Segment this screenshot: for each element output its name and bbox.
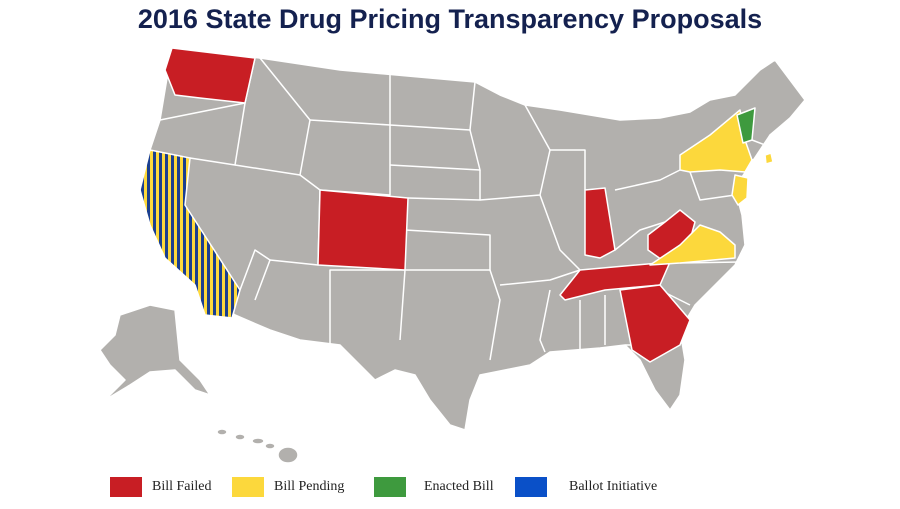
- legend-enacted-bill: Enacted Bill: [374, 477, 494, 497]
- state-vermont[interactable]: [736, 107, 756, 144]
- legend-swatch: [374, 477, 406, 497]
- legend-label: Enacted Bill: [424, 479, 494, 494]
- state-california[interactable]: [139, 149, 241, 319]
- legend-bill-pending: Bill Pending: [232, 477, 344, 497]
- state-west-virginia[interactable]: [647, 209, 696, 263]
- state-new-york[interactable]: [679, 109, 753, 173]
- legend-label: Bill Pending: [274, 479, 345, 494]
- state-hawaii: [216, 428, 299, 464]
- state-indiana[interactable]: [584, 187, 616, 259]
- legend-ballot-initiative: Ballot Initiative: [515, 477, 657, 497]
- legend-label: Bill Failed: [152, 479, 212, 494]
- map-title: 2016 State Drug Pricing Transparency Pro…: [137, 4, 763, 34]
- state-washington[interactable]: [164, 47, 256, 104]
- state-georgia[interactable]: [619, 284, 691, 363]
- state-alaska: [99, 304, 211, 401]
- legend-label: Ballot Initiative: [569, 479, 658, 494]
- state-virginia[interactable]: [649, 224, 736, 266]
- legend-bill-failed: Bill Failed: [110, 477, 212, 497]
- state-colorado[interactable]: [317, 189, 409, 271]
- legend-swatch: [232, 477, 264, 497]
- legend-swatch: [515, 477, 547, 497]
- legend-swatch: [110, 477, 142, 497]
- state-rhode-island[interactable]: [764, 152, 774, 165]
- state-new-jersey[interactable]: [731, 174, 749, 206]
